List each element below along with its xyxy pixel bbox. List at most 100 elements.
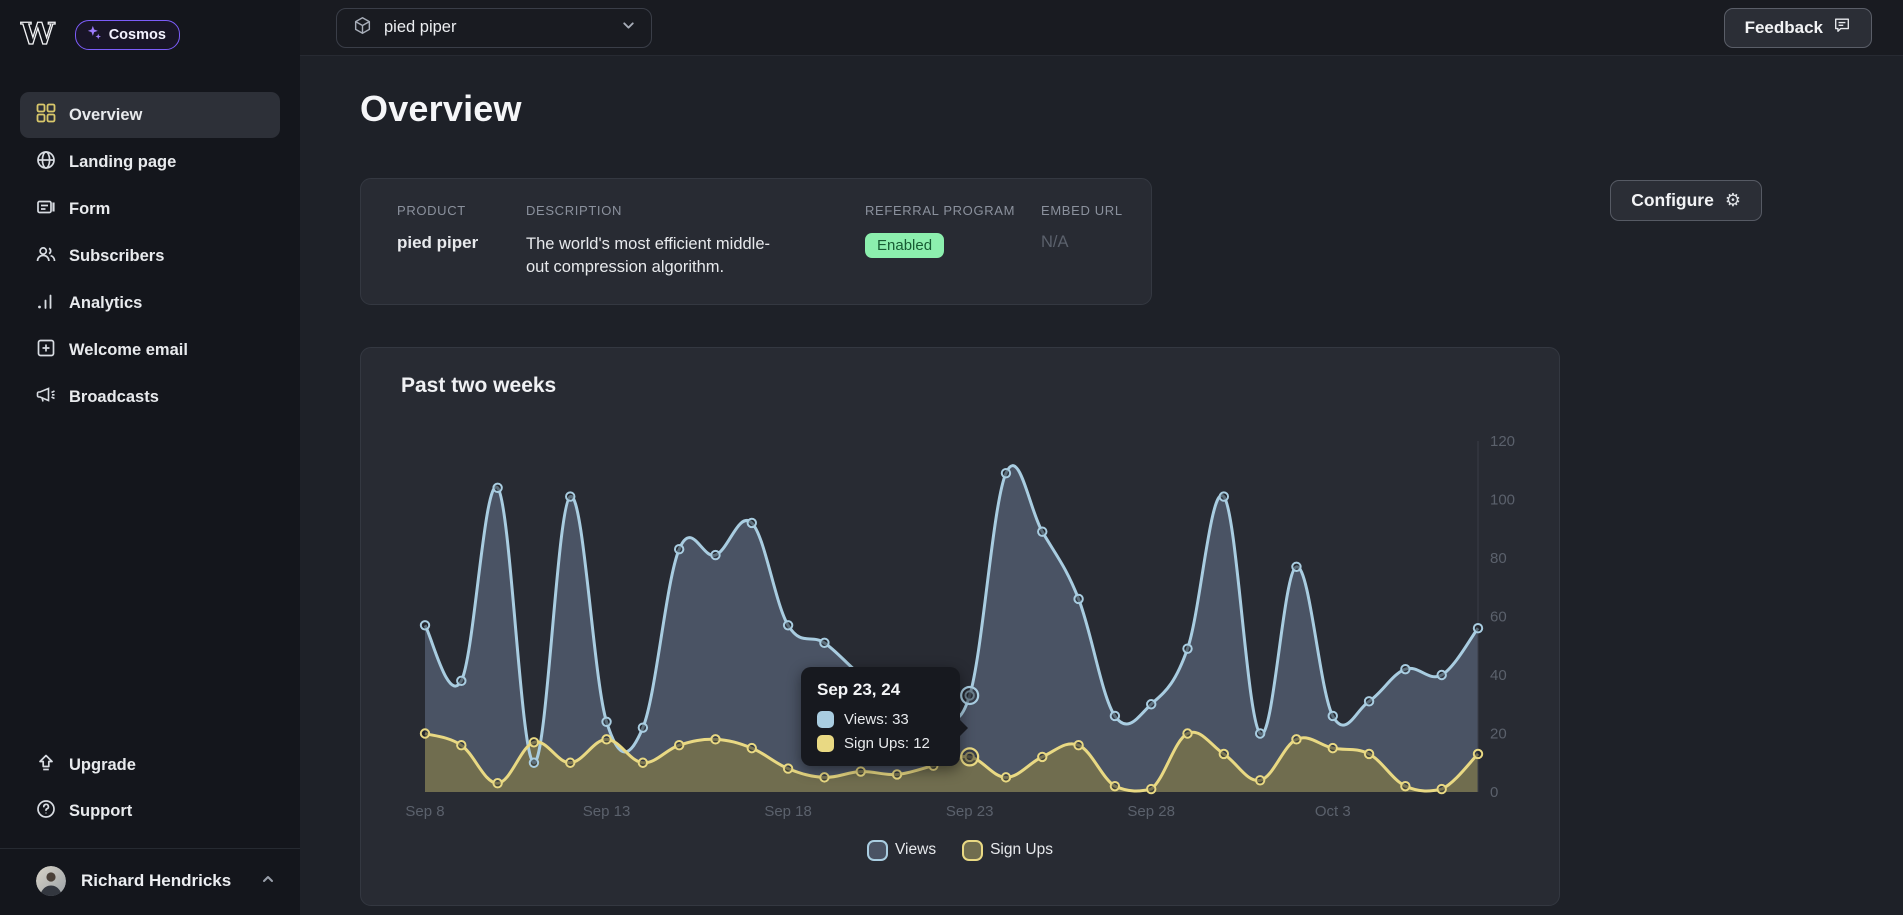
sidebar-item-overview[interactable]: Overview xyxy=(20,92,280,138)
legend-item-views[interactable]: Views xyxy=(867,839,937,861)
gear-icon: ⚙ xyxy=(1724,190,1741,210)
sidebar-item-subscribers[interactable]: Subscribers xyxy=(20,233,280,279)
product-label: PRODUCT xyxy=(397,203,466,218)
sidebar-item-label: Form xyxy=(69,199,111,218)
svg-text:120: 120 xyxy=(1490,433,1515,450)
sidebar-item-analytics[interactable]: Analytics xyxy=(20,280,280,326)
arrow-up-icon xyxy=(36,753,56,778)
sidebar-divider xyxy=(0,848,300,849)
chart-tooltip: Sep 23, 24 Views: 33 Sign Ups: 12 xyxy=(801,666,968,766)
tooltip-row-signups: Sign Ups: 12 xyxy=(817,734,944,752)
feedback-button[interactable]: Feedback xyxy=(1723,7,1872,48)
svg-text:0: 0 xyxy=(1490,784,1498,801)
description-label: DESCRIPTION xyxy=(526,203,622,218)
user-name: Richard Hendricks xyxy=(81,871,232,890)
tooltip-arrow xyxy=(959,718,968,737)
product-column: PRODUCT pied piper xyxy=(397,203,526,280)
chart-title: Past two weeks xyxy=(401,373,557,397)
cosmos-badge[interactable]: Cosmos xyxy=(74,20,180,50)
sidebar-item-label: Subscribers xyxy=(69,246,165,265)
chevron-down-icon xyxy=(620,17,637,39)
sparkles-icon xyxy=(87,25,102,45)
waitlist-logo: W xyxy=(20,17,55,52)
globe-icon xyxy=(36,150,56,175)
signups-legend-label: Sign Ups xyxy=(990,841,1053,859)
svg-text:60: 60 xyxy=(1490,608,1507,625)
tooltip-signups-text: Sign Ups: 12 xyxy=(844,734,930,752)
sidebar-item-label: Landing page xyxy=(69,152,177,171)
sidebar-item-upgrade[interactable]: Upgrade xyxy=(20,742,280,788)
sidebar-item-landing-page[interactable]: Landing page xyxy=(20,139,280,185)
chart-svg[interactable]: 0 20 40 60 80 100 120 Sep 8 Sep 13 Sep 18 Sep 23 Se… xyxy=(361,428,1561,828)
help-circle-icon xyxy=(36,799,56,824)
sidebar-item-support[interactable]: Support xyxy=(20,788,280,834)
referral-status-badge: Enabled xyxy=(865,233,945,258)
embed-url-label: EMBED URL xyxy=(1041,203,1123,218)
sidebar-item-label: Upgrade xyxy=(69,755,136,774)
product-select-value: pied piper xyxy=(384,18,457,36)
description-column: DESCRIPTION The world's most efficient m… xyxy=(526,203,865,280)
views-legend-label: Views xyxy=(895,841,937,859)
svg-text:Oct 3: Oct 3 xyxy=(1315,803,1351,820)
svg-text:Sep 23: Sep 23 xyxy=(946,803,994,820)
description-value: The world's most efficient middle-out co… xyxy=(526,235,771,277)
svg-text:Sep 13: Sep 13 xyxy=(583,803,631,820)
cosmos-badge-label: Cosmos xyxy=(108,27,166,43)
form-icon xyxy=(36,197,56,222)
configure-button[interactable]: Configure ⚙ xyxy=(1610,180,1762,221)
svg-text:100: 100 xyxy=(1490,491,1515,508)
tooltip-views-text: Views: 33 xyxy=(844,710,909,728)
sidebar-item-label: Broadcasts xyxy=(69,387,159,406)
referral-column: REFERRAL PROGRAM Enabled xyxy=(865,203,1041,280)
tooltip-row-views: Views: 33 xyxy=(817,710,944,728)
main-area: pied piper Feedback Overview PRODUCT pie… xyxy=(300,0,1903,915)
svg-text:20: 20 xyxy=(1490,725,1507,742)
svg-text:40: 40 xyxy=(1490,667,1507,684)
embed-url-column: EMBED URL N/A xyxy=(1041,203,1123,280)
signups-swatch xyxy=(817,734,834,752)
sidebar-item-label: Analytics xyxy=(69,293,143,312)
chart-card: Past two weeks 0 20 40 60 80 100 120 Sep 8 Sep 1… xyxy=(360,346,1561,906)
brand-row: W Cosmos xyxy=(0,0,300,68)
avatar xyxy=(36,866,66,896)
cube-icon xyxy=(353,16,372,40)
topbar: pied piper Feedback xyxy=(300,0,1903,56)
product-select-dropdown[interactable]: pied piper xyxy=(336,7,652,48)
sidebar-spacer xyxy=(0,420,300,742)
sidebar-item-form[interactable]: Form xyxy=(20,186,280,232)
sidebar-item-label: Welcome email xyxy=(69,340,188,359)
chevron-up-icon xyxy=(260,871,276,892)
sidebar-item-label: Support xyxy=(69,801,133,820)
feedback-button-label: Feedback xyxy=(1744,17,1823,37)
sidebar-item-welcome-email[interactable]: Welcome email xyxy=(20,327,280,373)
product-info-card: PRODUCT pied piper DESCRIPTION The world… xyxy=(360,178,1152,305)
views-swatch xyxy=(817,710,834,728)
svg-text:80: 80 xyxy=(1490,550,1507,567)
signups-legend-swatch xyxy=(962,839,984,861)
bar-chart-icon xyxy=(36,291,56,316)
users-icon xyxy=(36,244,56,269)
configure-button-label: Configure xyxy=(1631,190,1714,210)
info-row: PRODUCT pied piper DESCRIPTION The world… xyxy=(360,178,1843,305)
product-value: pied piper xyxy=(397,233,479,252)
grid-icon xyxy=(36,103,56,128)
sidebar-nav: Overview Landing page Form Subscribers xyxy=(0,92,300,420)
embed-url-value: N/A xyxy=(1041,233,1069,251)
sidebar-footer: Upgrade Support Richard Hendricks xyxy=(0,742,300,915)
user-menu[interactable]: Richard Hendricks xyxy=(0,849,300,915)
plus-square-icon xyxy=(36,338,56,363)
megaphone-icon xyxy=(36,385,56,410)
referral-label: REFERRAL PROGRAM xyxy=(865,203,1016,218)
svg-text:Sep 18: Sep 18 xyxy=(764,803,812,820)
page-title: Overview xyxy=(360,88,522,129)
legend-item-signups[interactable]: Sign Ups xyxy=(962,839,1053,861)
sidebar-item-label: Overview xyxy=(69,105,143,124)
page-content: Overview PRODUCT pied piper DESCRIPTION … xyxy=(300,56,1903,915)
sidebar: W Cosmos Overview Landing page xyxy=(0,0,300,915)
sidebar-item-broadcasts[interactable]: Broadcasts xyxy=(20,374,280,420)
svg-text:Sep 8: Sep 8 xyxy=(405,803,444,820)
views-legend-swatch xyxy=(867,839,888,861)
tooltip-title: Sep 23, 24 xyxy=(817,679,901,699)
chart-legend: Views Sign Ups xyxy=(361,839,1559,861)
